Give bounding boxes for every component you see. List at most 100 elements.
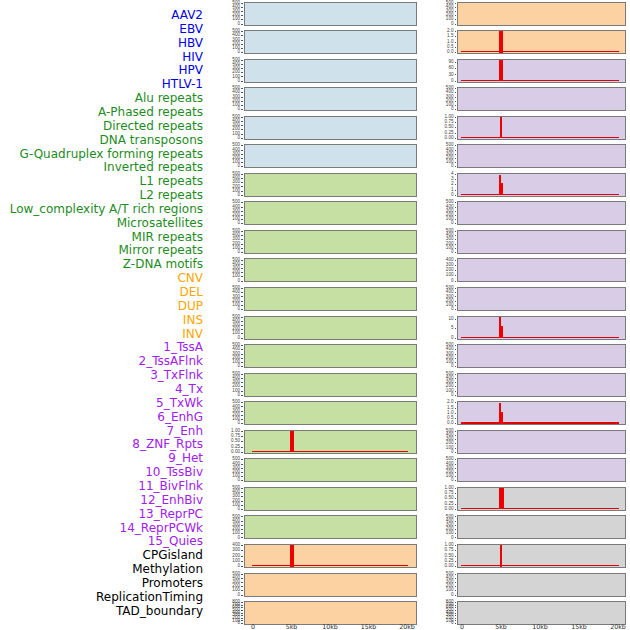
y-tick-mark [455, 423, 457, 424]
y-tick-mark [455, 439, 457, 440]
y-tick-mark [241, 231, 243, 232]
row-label: EBV [0, 23, 203, 37]
y-tick-mark [241, 19, 243, 20]
x-tick-label: 10kb [317, 623, 343, 630]
y-tick-mark [455, 533, 457, 534]
y-tick-mark [455, 607, 457, 608]
y-tick-mark [455, 509, 457, 510]
y-tick-mark [455, 42, 457, 43]
y-tick-mark [241, 496, 243, 497]
row-label: 4_Tx [0, 383, 203, 397]
row-label: Alu repeats [0, 92, 203, 106]
y-tick-mark [455, 620, 457, 621]
y-tick-mark [241, 166, 243, 167]
x-tick-label: 20kb [394, 623, 420, 630]
y-tick-mark [455, 117, 457, 118]
y-tick-mark [455, 11, 457, 12]
y-tick-mark [455, 525, 457, 526]
y-tick-label: 0 [214, 364, 240, 369]
figure: AAV2EBVHBVHIVHPVHTLV-1Alu repeatsA-Phase… [0, 0, 630, 630]
panel [457, 344, 626, 368]
y-tick-mark [241, 595, 243, 596]
y-tick-mark [455, 452, 457, 453]
y-tick-mark [241, 15, 243, 16]
y-tick-mark [241, 529, 243, 530]
y-tick-mark [455, 244, 457, 245]
y-tick-mark [241, 186, 243, 187]
y-tick-mark [241, 501, 243, 502]
row-label: Low_complexity A/T rich regions [0, 203, 203, 217]
y-tick-mark [455, 418, 457, 419]
y-tick-mark [241, 366, 243, 367]
y-tick-mark [241, 620, 243, 621]
panel [244, 230, 417, 254]
y-tick-mark [455, 281, 457, 282]
signal-spike [499, 175, 501, 196]
y-tick-mark [241, 7, 243, 8]
y-tick-label: 0 [214, 136, 240, 141]
y-tick-label: 0 [428, 221, 454, 226]
y-tick-mark [455, 402, 457, 403]
y-tick-mark [455, 498, 457, 499]
row-label: HPV [0, 64, 203, 78]
y-tick-label: 0 [428, 279, 454, 284]
y-tick-mark [241, 109, 243, 110]
y-tick-mark [241, 252, 243, 253]
panel [457, 258, 626, 282]
row-label: 14_ReprPCWk [0, 522, 203, 536]
y-tick-label: 0 [214, 536, 240, 541]
y-tick-mark [455, 7, 457, 8]
y-tick-mark [241, 586, 243, 587]
row-label: G-Quadruplex forming repeats [0, 148, 203, 162]
y-tick-mark [241, 31, 243, 32]
signal-baseline [461, 508, 619, 509]
row-label: INV [0, 328, 203, 342]
y-tick-mark [455, 162, 457, 163]
y-tick-mark [241, 521, 243, 522]
y-tick-mark [241, 419, 243, 420]
y-tick-mark [241, 76, 243, 77]
y-tick-mark [455, 265, 457, 266]
row-label: DNA transposons [0, 134, 203, 148]
y-tick-mark [455, 223, 457, 224]
y-tick-label: 0 [428, 393, 454, 398]
y-tick-mark [241, 358, 243, 359]
y-tick-mark [241, 305, 243, 306]
y-tick-mark [241, 447, 243, 448]
y-tick-mark [241, 533, 243, 534]
y-tick-mark [455, 270, 457, 271]
row-label: Directed repeats [0, 120, 203, 134]
y-tick-mark [455, 349, 457, 350]
y-tick-mark [455, 109, 457, 110]
y-tick-mark [241, 349, 243, 350]
y-tick-label: 0.00 [428, 136, 454, 141]
y-tick-mark [241, 288, 243, 289]
y-tick-mark [455, 292, 457, 293]
y-tick-label: 0 [428, 164, 454, 169]
y-tick-label: 0 [428, 450, 454, 455]
row-label: CPGisland [0, 549, 203, 563]
y-tick-mark [455, 443, 457, 444]
panel [244, 59, 417, 83]
y-tick-mark [455, 413, 457, 414]
y-tick-mark [241, 472, 243, 473]
y-tick-label: 0 [214, 564, 240, 569]
y-tick-mark [241, 207, 243, 208]
signal-baseline [461, 565, 619, 566]
y-tick-mark [455, 493, 457, 494]
y-tick-mark [241, 117, 243, 118]
y-tick-mark [241, 211, 243, 212]
y-tick-mark [241, 333, 243, 334]
y-tick-mark [455, 122, 457, 123]
y-tick-mark [241, 345, 243, 346]
y-tick-mark [455, 3, 457, 4]
y-tick-mark [455, 145, 457, 146]
panel [244, 287, 417, 311]
y-tick-mark [455, 195, 457, 196]
y-tick-mark [455, 36, 457, 37]
y-tick-mark [455, 578, 457, 579]
panel [244, 601, 417, 625]
y-tick-mark [241, 537, 243, 538]
y-tick-mark [241, 402, 243, 403]
y-tick-mark [241, 52, 243, 53]
